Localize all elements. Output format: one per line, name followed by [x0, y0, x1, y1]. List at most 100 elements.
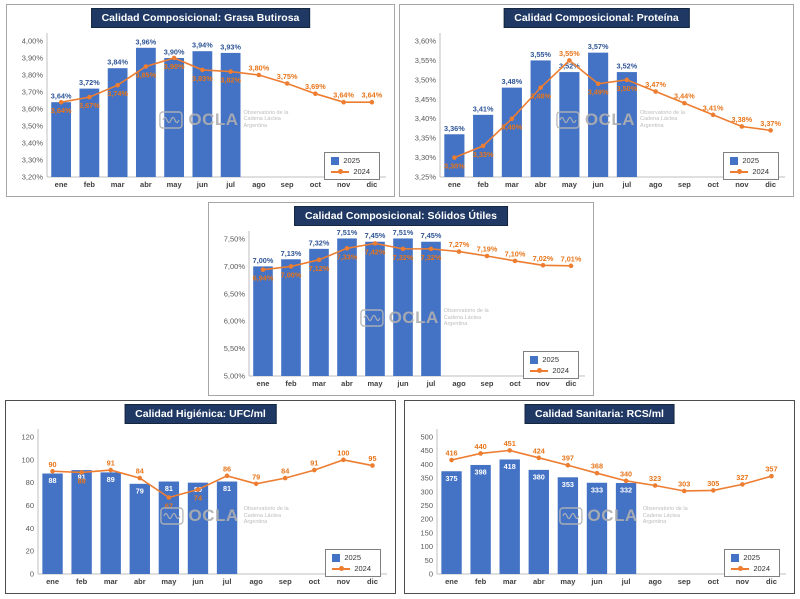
svg-text:7,00%: 7,00% — [281, 270, 302, 279]
svg-text:oct: oct — [310, 180, 322, 189]
svg-text:3,49%: 3,49% — [588, 88, 609, 97]
svg-text:100: 100 — [337, 448, 349, 457]
svg-text:3,48%: 3,48% — [530, 92, 551, 101]
svg-text:81: 81 — [223, 484, 231, 493]
svg-text:dic: dic — [367, 577, 378, 586]
svg-text:3,38%: 3,38% — [732, 115, 753, 124]
svg-text:may: may — [562, 180, 578, 189]
svg-text:350: 350 — [420, 474, 433, 483]
svg-text:3,80%: 3,80% — [249, 64, 270, 73]
svg-text:0: 0 — [30, 570, 34, 579]
line-swatch-icon — [331, 168, 350, 174]
bar-swatch-icon — [731, 553, 740, 562]
svg-text:3,47%: 3,47% — [645, 80, 666, 89]
svg-text:may: may — [167, 180, 183, 189]
svg-text:3,67%: 3,67% — [79, 101, 100, 110]
svg-text:397: 397 — [562, 454, 574, 463]
line-2024: 416 440 451 424 397 368 340 323 303 305 327 357 — [445, 439, 778, 494]
line-2024: 3,30% 3,33% 3,40% 3,48% 3,55% 3,49% 3,50% 3,47%… — [444, 49, 781, 171]
svg-text:91: 91 — [78, 473, 86, 482]
legend-label: 2025 — [343, 156, 360, 165]
axes: 3,20% 3,30% 3,40% 3,50% 3,60% 3,70% 3,80% 3,90%… — [22, 33, 386, 189]
svg-text:451: 451 — [504, 439, 516, 448]
svg-text:oct: oct — [708, 577, 720, 586]
legend-label: 2025 — [542, 355, 559, 364]
svg-text:80: 80 — [26, 478, 34, 487]
chart-plot: 5,00% 5,50% 6,00% 6,50% 7,00% 7,50% ene feb mar a… — [224, 228, 585, 388]
svg-text:3,40%: 3,40% — [415, 114, 437, 123]
svg-text:3,93%: 3,93% — [220, 42, 241, 51]
chart-plot: 0 20 40 60 80 100 120 ene feb mar abr may jun jul ago s… — [21, 429, 387, 586]
legend-item-2025: 2025 — [731, 553, 770, 562]
svg-text:7,32%: 7,32% — [421, 253, 442, 262]
svg-text:60: 60 — [26, 501, 34, 510]
svg-text:3,55%: 3,55% — [415, 56, 437, 65]
svg-text:abr: abr — [533, 577, 545, 586]
legend-label: 2025 — [344, 553, 361, 562]
svg-text:3,41%: 3,41% — [703, 103, 724, 112]
svg-text:79: 79 — [252, 472, 260, 481]
svg-text:0: 0 — [429, 570, 433, 579]
svg-text:nov: nov — [337, 180, 351, 189]
svg-text:7,13%: 7,13% — [281, 249, 302, 258]
svg-text:7,32%: 7,32% — [393, 253, 414, 262]
svg-text:jun: jun — [191, 577, 204, 586]
svg-text:89: 89 — [107, 475, 115, 484]
svg-text:3,69%: 3,69% — [305, 82, 326, 91]
svg-text:418: 418 — [504, 462, 516, 471]
svg-text:89: 89 — [78, 476, 86, 485]
legend-item-2024: 2024 — [731, 564, 770, 573]
svg-text:3,70%: 3,70% — [22, 88, 44, 97]
svg-text:7,32%: 7,32% — [309, 238, 330, 247]
svg-text:3,83%: 3,83% — [192, 74, 213, 83]
chart-plot: 0 50 100 150 200 250 300 350 400 450 500 ene feb mar a… — [420, 429, 786, 586]
svg-text:3,82%: 3,82% — [220, 76, 241, 85]
svg-text:feb: feb — [84, 180, 96, 189]
svg-text:353: 353 — [562, 480, 574, 489]
bar-swatch-icon — [730, 156, 739, 165]
chart-legend: 2025 2024 — [523, 351, 579, 379]
svg-text:7,33%: 7,33% — [337, 252, 358, 261]
axes: 0 20 40 60 80 100 120 ene feb mar abr may jun jul ago s… — [21, 429, 387, 586]
svg-text:abr: abr — [341, 379, 353, 388]
axes: 0 50 100 150 200 250 300 350 400 450 500 ene feb mar a… — [420, 429, 786, 586]
svg-text:3,75%: 3,75% — [277, 72, 298, 81]
svg-text:3,35%: 3,35% — [415, 134, 437, 143]
svg-text:ene: ene — [448, 180, 461, 189]
legend-label: 2024 — [353, 167, 370, 176]
svg-text:7,51%: 7,51% — [393, 228, 414, 237]
svg-text:91: 91 — [107, 459, 115, 468]
bars-2025: 88918979818081 — [42, 470, 238, 574]
svg-text:3,84%: 3,84% — [107, 58, 128, 67]
svg-text:mar: mar — [104, 577, 118, 586]
svg-text:dic: dic — [765, 180, 776, 189]
svg-text:424: 424 — [533, 446, 546, 455]
svg-text:3,50%: 3,50% — [415, 75, 437, 84]
legend-item-2024: 2024 — [331, 167, 370, 176]
svg-text:6,94%: 6,94% — [253, 274, 274, 283]
svg-text:3,60%: 3,60% — [415, 37, 437, 46]
legend-item-2024: 2024 — [332, 564, 371, 573]
svg-text:3,55%: 3,55% — [530, 50, 551, 59]
svg-text:7,00%: 7,00% — [253, 256, 274, 265]
svg-text:3,41%: 3,41% — [473, 104, 494, 113]
svg-text:oct: oct — [509, 379, 521, 388]
svg-text:3,44%: 3,44% — [674, 92, 695, 101]
svg-text:3,52%: 3,52% — [559, 62, 580, 71]
chart-legend: 2025 2024 — [324, 152, 380, 180]
legend-item-2024: 2024 — [730, 167, 769, 176]
line-swatch-icon — [332, 565, 351, 571]
svg-text:jul: jul — [622, 180, 632, 189]
chart-solidos-utiles: Calidad Composicional: Sólidos Útiles 5,… — [208, 202, 594, 396]
svg-text:ago: ago — [452, 379, 466, 388]
svg-text:ago: ago — [252, 180, 266, 189]
legend-item-2025: 2025 — [730, 156, 769, 165]
svg-text:332: 332 — [620, 486, 632, 495]
svg-text:3,74%: 3,74% — [107, 89, 128, 98]
svg-text:3,40%: 3,40% — [22, 139, 44, 148]
svg-text:3,25%: 3,25% — [415, 173, 437, 182]
svg-text:3,48%: 3,48% — [502, 77, 523, 86]
bars-2025: 7,00% 7,13% 7,32% 7,51% 7,45% 7,51% 7,45% — [253, 228, 442, 376]
svg-text:86: 86 — [223, 464, 231, 473]
